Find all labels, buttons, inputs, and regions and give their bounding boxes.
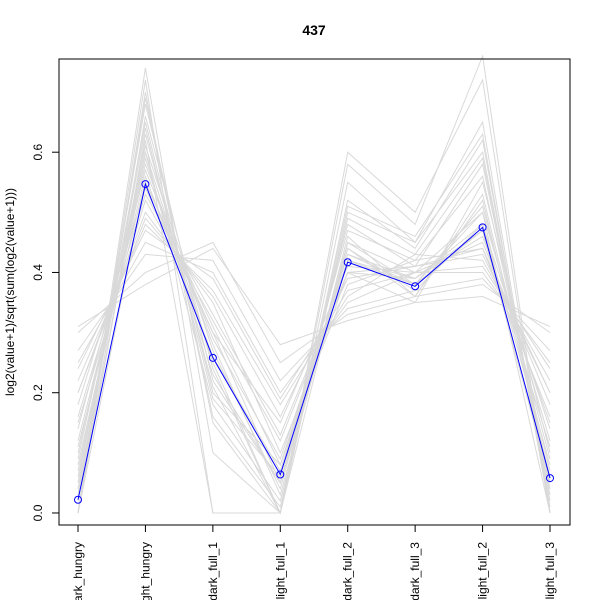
x-tick-label-light_full_1: light_full_1 [273,542,287,600]
x-tick-label-dark_full_3: dark_full_3 [408,542,422,600]
background-series-line-17 [77,115,551,515]
x-tick-label-dark_full_2: dark_full_2 [341,542,355,600]
highlight-point-dark_full_1 [208,353,217,362]
highlight-point-dark_full_2 [343,258,352,267]
background-series-line-30 [77,217,551,418]
background-series-line-26 [77,229,551,400]
background-series-line-22 [77,247,551,346]
highlight-point-light_full_3 [546,474,554,483]
background-series-line-29 [77,132,551,515]
x-tick-label-light_full_3: light_full_3 [543,542,557,600]
chart-title: 437 [302,22,326,38]
x-tick-label-light_hungry: ght_hungry [138,542,152,600]
y-tick-label: 0.6 [31,144,45,161]
background-series-line-27 [77,156,551,485]
highlight-series-group [74,180,554,504]
y-tick-label: 0.4 [31,264,45,281]
highlight-point-light_hungry [141,180,150,189]
highlight-point-light_full_2 [478,223,487,232]
y-tick-label: 0.0 [31,504,45,521]
background-series-line-14 [77,223,551,406]
x-tick-label-light_full_2: light_full_2 [476,542,490,600]
x-tick-label-dark_hungry: ark_hungry [71,542,85,600]
background-series-line-25 [77,97,551,509]
y-axis: 0.0 0.2 0.4 0.6 [31,144,60,521]
x-axis: ark_hungry ght_hungry dark_full_1 light_ful… [71,524,557,600]
highlight-point-dark_hungry [74,495,82,504]
y-axis-title: log2(value+1)/sqrt(sum(log2(value+1))) [3,188,17,396]
highlight-point-light_full_1 [276,470,285,479]
x-tick-label-dark_full_1: dark_full_1 [206,542,220,600]
highlight-point-dark_full_3 [411,282,420,291]
y-tick-label: 0.2 [31,384,45,401]
background-series-line-2 [77,150,551,515]
highlight-series-line [77,182,551,500]
